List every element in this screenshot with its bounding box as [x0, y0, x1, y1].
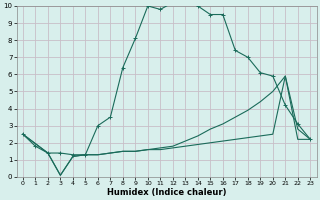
X-axis label: Humidex (Indice chaleur): Humidex (Indice chaleur): [107, 188, 226, 197]
